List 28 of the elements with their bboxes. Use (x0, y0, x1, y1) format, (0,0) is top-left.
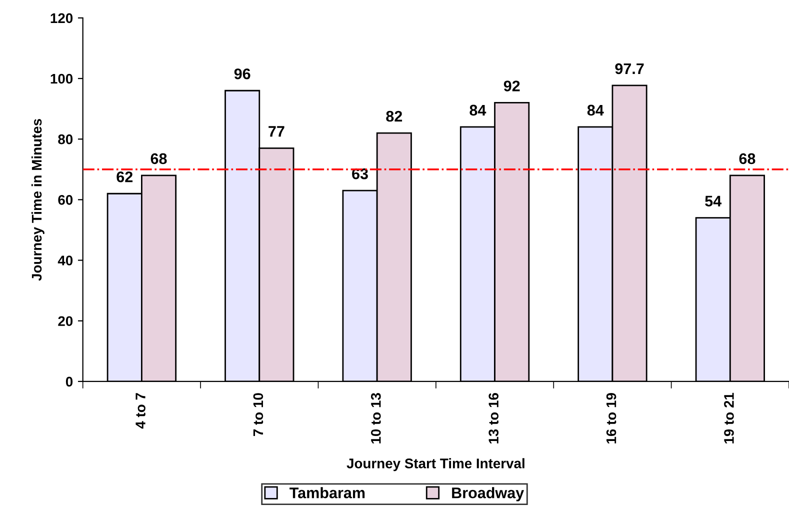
data-label: 68 (150, 153, 167, 164)
data-label: 84 (470, 104, 486, 116)
y-tick-label: 60 (58, 195, 73, 205)
y-tick-label: 0 (66, 376, 73, 387)
x-axis-title: Journey Start Time Interval (346, 458, 524, 472)
data-label: 92 (504, 80, 520, 92)
data-label: 54 (705, 196, 722, 207)
x-tick-label: 4 to 7 (136, 393, 146, 429)
x-tick-label: 19 to 21 (724, 392, 734, 444)
data-label: 84 (587, 104, 604, 116)
x-tick-label: 7 to 10 (253, 393, 264, 436)
y-tick-label: 120 (50, 13, 73, 24)
y-tick-label: 80 (58, 134, 73, 144)
y-tick-label: 20 (58, 316, 73, 326)
data-label: 96 (234, 68, 250, 80)
x-tick-label: 13 to 16 (488, 393, 499, 444)
legend-label: Tambaram (290, 487, 365, 498)
data-label: 77 (268, 126, 284, 137)
data-label: 97.7 (615, 63, 644, 74)
x-tick-label: 10 to 13 (370, 393, 381, 444)
data-label: 82 (386, 110, 402, 122)
y-axis-title: Journey Time in Minutes (31, 118, 44, 281)
y-tick-label: 40 (58, 256, 73, 266)
data-label: 62 (116, 171, 133, 182)
x-tick-label: 16 to 19 (606, 393, 616, 444)
legend-label: Broadway (452, 487, 524, 502)
y-tick-label: 100 (50, 74, 73, 84)
data-label: 68 (739, 153, 756, 164)
